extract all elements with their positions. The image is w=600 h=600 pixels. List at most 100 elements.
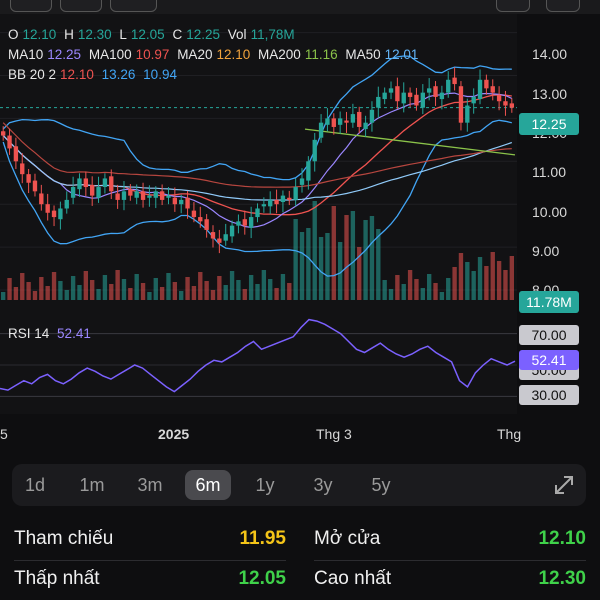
candle-body — [465, 105, 470, 123]
bb-label: BB 20 2 — [8, 67, 57, 82]
candle-body — [376, 96, 381, 108]
volume-bar — [217, 276, 222, 300]
price-tick-14: 14.00 — [532, 46, 568, 62]
candle-body — [331, 118, 336, 127]
rsi-current-tag: 52.41 — [519, 350, 579, 370]
volume-bar — [223, 285, 228, 300]
candle-body — [13, 146, 19, 162]
volume-bar — [185, 277, 190, 300]
price-tick-9: 9.00 — [532, 243, 560, 259]
ohlc-readout: O 12.10 H 12.30 L 12.05 C 12.25 Vol 11,78M — [8, 27, 299, 42]
price-tick-13: 13.00 — [532, 86, 568, 102]
volume-bar — [242, 289, 247, 300]
candle-body — [58, 208, 63, 220]
toolbar-button-4[interactable] — [496, 0, 530, 12]
ma10-value: 12.25 — [47, 47, 82, 62]
toolbar-button-1[interactable] — [10, 0, 52, 12]
volume-bar — [280, 274, 286, 300]
volume-bar — [204, 281, 209, 300]
candle-body — [134, 191, 139, 198]
candle-body — [350, 114, 356, 123]
candle-body — [140, 191, 146, 200]
toolbar-button-5[interactable] — [546, 0, 580, 12]
volume-bar — [236, 280, 241, 300]
candle-body — [179, 199, 184, 205]
ma20-value: 12.10 — [216, 47, 251, 62]
low-label: L — [119, 27, 127, 42]
candle-body — [248, 217, 254, 228]
close-value: 12.25 — [186, 27, 221, 42]
rsi-readout: RSI 14 52.41 — [8, 326, 95, 341]
candle-body — [217, 238, 222, 243]
volume-bar — [20, 273, 25, 300]
candle-body — [337, 118, 343, 125]
tab-3m[interactable]: 3m — [137, 475, 163, 495]
toolbar-button-2[interactable] — [60, 0, 102, 12]
volume-bar — [268, 279, 273, 300]
ma50-value: 12.01 — [384, 47, 419, 62]
volume-bar — [293, 219, 298, 300]
volume-bar — [446, 278, 451, 300]
candle-body — [293, 187, 298, 200]
high-price-value: 12.30 — [538, 568, 586, 589]
volume-bar — [312, 201, 317, 300]
volume-bar — [83, 271, 89, 300]
candle-body — [77, 178, 82, 190]
volume-bar — [477, 257, 483, 300]
volume-bar — [229, 271, 235, 300]
candle-body — [204, 219, 209, 230]
tab-5y[interactable]: 5y — [371, 475, 391, 495]
x-tick-right: Thg — [497, 426, 522, 442]
volume-tag: 11.78M — [519, 291, 579, 313]
volume-bar — [503, 270, 508, 300]
tab-6m[interactable]: 6m — [185, 470, 231, 500]
volume-bar — [121, 279, 127, 300]
candle-body — [229, 225, 235, 237]
ma100-line — [2, 122, 512, 188]
volume-bar — [287, 283, 292, 300]
expand-icon[interactable] — [552, 473, 576, 497]
volume-bar — [458, 253, 464, 300]
candle-body — [477, 79, 483, 100]
rsi-upper-tag: 70.00 — [519, 325, 579, 345]
high-price-label: Cao nhất — [314, 568, 392, 589]
bb-lower-value: 10.94 — [143, 67, 177, 82]
volume-bar — [433, 283, 438, 300]
volume-bar — [77, 285, 82, 300]
ma200-value: 11.16 — [304, 47, 338, 62]
volume-bar — [128, 288, 133, 300]
volume-bar — [299, 232, 305, 300]
candle-body — [210, 232, 216, 239]
tab-1m[interactable]: 1m — [79, 475, 105, 495]
candle-body — [496, 94, 502, 102]
volume-bar — [426, 274, 432, 300]
toolbar-button-3[interactable] — [110, 0, 157, 12]
tab-1d[interactable]: 1d — [24, 475, 46, 495]
volume-bar — [109, 284, 114, 300]
volume-bar — [140, 283, 146, 300]
volume-bar — [172, 282, 178, 300]
volume-bar — [395, 275, 400, 300]
rsi-line — [0, 318, 516, 393]
price-chart[interactable] — [0, 0, 600, 420]
volume-bar — [13, 287, 19, 300]
tab-1y[interactable]: 1y — [255, 475, 275, 495]
candle-body — [223, 234, 228, 241]
tab-3y[interactable]: 3y — [313, 475, 333, 495]
candle-body — [147, 195, 152, 198]
candle-body — [426, 88, 432, 93]
ma50-label: MA50 — [345, 47, 381, 62]
open-label: O — [8, 27, 19, 42]
candle-body — [452, 77, 457, 85]
volume-bar — [439, 292, 445, 300]
candle-body — [255, 208, 260, 218]
candle-body — [166, 195, 171, 198]
candle-body — [357, 111, 362, 127]
volume-bar — [1, 292, 6, 300]
candle-body — [191, 210, 197, 218]
bb-lower-line — [2, 119, 512, 277]
candle-body — [172, 197, 178, 205]
volume-bar — [64, 290, 69, 300]
volume-bar — [401, 284, 406, 300]
open-price-value: 12.10 — [538, 528, 586, 549]
